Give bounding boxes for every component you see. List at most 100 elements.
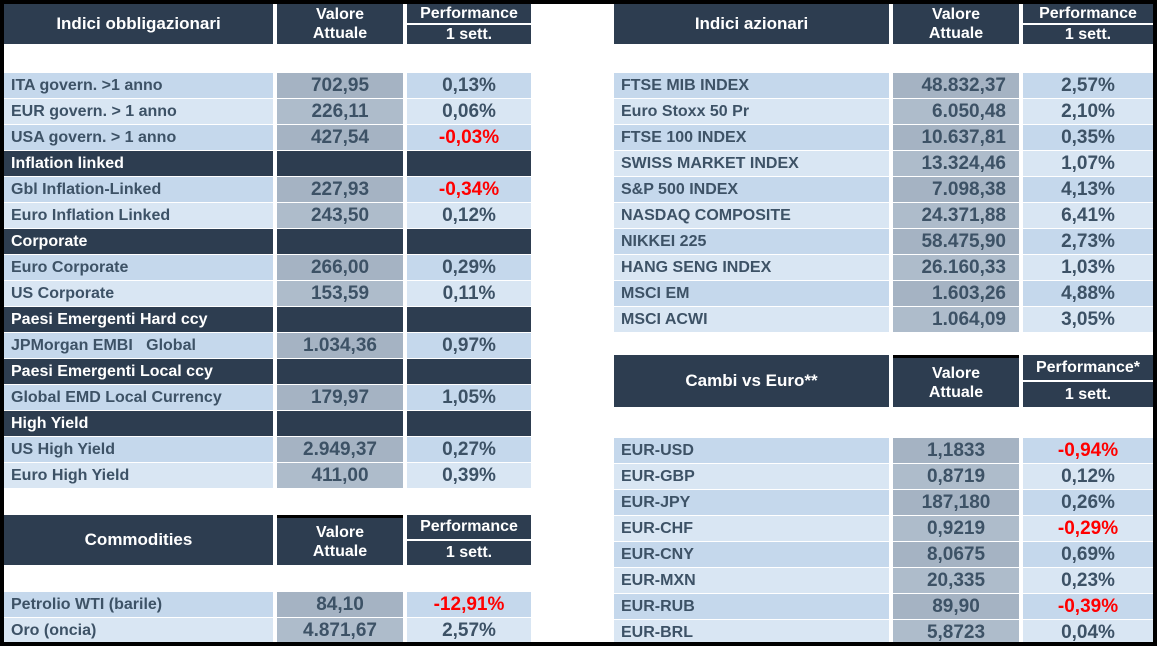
row-label: EUR-BRL <box>614 620 889 645</box>
section-label: Paesi Emergenti Local ccy <box>4 359 273 384</box>
row-label: FTSE 100 INDEX <box>614 125 889 150</box>
row-value: 2.949,37 <box>277 437 403 462</box>
section-label: Inflation linked <box>4 151 273 176</box>
row-label: Euro Inflation Linked <box>4 203 273 228</box>
bonds-header: Indici obbligazionari Valore Attuale Per… <box>4 4 531 44</box>
row-value: 5,8723 <box>893 620 1019 645</box>
row-performance: 2,73% <box>1023 229 1153 254</box>
row-value: 4.871,67 <box>277 618 403 643</box>
section-fill-performance <box>407 229 531 254</box>
table-title: Indici obbligazionari <box>4 4 273 44</box>
row-value: 84,10 <box>277 592 403 617</box>
section-fill-performance <box>407 151 531 176</box>
value-header-line1: Valore <box>315 6 365 23</box>
row-value: 702,95 <box>277 73 403 98</box>
row-performance: 0,11% <box>407 281 531 306</box>
section-row: Inflation linked <box>4 151 531 176</box>
section-fill-value <box>277 307 403 332</box>
row-label: Global EMD Local Currency <box>4 385 273 410</box>
value-header-line1: Valore <box>315 523 365 541</box>
performance-header-period: 1 sett. <box>445 544 493 561</box>
row-label: ITA govern. >1 anno <box>4 73 273 98</box>
row-value: 1,1833 <box>893 438 1019 463</box>
spacer <box>614 44 1153 73</box>
table-row: FTSE MIB INDEX 48.832,37 2,57% <box>614 73 1153 98</box>
table-row: MSCI EM 1.603,26 4,88% <box>614 281 1153 306</box>
section-label: High Yield <box>4 411 273 436</box>
table-row: Gbl Inflation-Linked 227,93 -0,34% <box>4 177 531 202</box>
section-row: Corporate <box>4 229 531 254</box>
row-value: 0,8719 <box>893 464 1019 489</box>
commodities-rows: Petrolio WTI (barile) 84,10 -12,91% Oro (on… <box>4 592 531 643</box>
row-value: 10.637,81 <box>893 125 1019 150</box>
table-row: NIKKEI 225 58.475,90 2,73% <box>614 229 1153 254</box>
row-label: S&P 500 INDEX <box>614 177 889 202</box>
value-column-header: Valore Attuale <box>277 4 403 44</box>
row-value: 427,54 <box>277 125 403 150</box>
row-value: 1.034,36 <box>277 333 403 358</box>
row-performance: 2,10% <box>1023 99 1153 124</box>
row-label: US Corporate <box>4 281 273 306</box>
table-row: Petrolio WTI (barile) 84,10 -12,91% <box>4 592 531 617</box>
bonds-rows: ITA govern. >1 anno 702,95 0,13% EUR govern… <box>4 73 531 488</box>
value-header-line2: Attuale <box>928 25 984 42</box>
performance-column-header: Performance 1 sett. <box>407 4 531 44</box>
row-performance: 0,27% <box>407 437 531 462</box>
fx-table: Cambi vs Euro** Valore Attuale Performan… <box>614 355 1153 646</box>
table-row: Euro High Yield 411,00 0,39% <box>4 463 531 488</box>
section-fill-value <box>277 359 403 384</box>
performance-header-period: 1 sett. <box>445 25 493 43</box>
row-label: MSCI EM <box>614 281 889 306</box>
row-performance: -0,34% <box>407 177 531 202</box>
row-label: HANG SENG INDEX <box>614 255 889 280</box>
table-title: Commodities <box>4 515 273 565</box>
row-value: 6.050,48 <box>893 99 1019 124</box>
row-performance: -0,29% <box>1023 516 1153 541</box>
row-label: EUR-MXN <box>614 568 889 593</box>
value-column-header: Valore Attuale <box>893 355 1019 407</box>
row-label: Euro Stoxx 50 Pr <box>614 99 889 124</box>
bonds-table: Indici obbligazionari Valore Attuale Per… <box>4 4 531 489</box>
commodities-header: Commodities Valore Attuale Performance 1… <box>4 515 531 565</box>
section-row: High Yield <box>4 411 531 436</box>
value-header-line1: Valore <box>931 6 981 23</box>
section-label: Paesi Emergenti Hard ccy <box>4 307 273 332</box>
row-performance: -12,91% <box>407 592 531 617</box>
performance-column-header: Performance 1 sett. <box>1023 4 1153 44</box>
spacer <box>4 565 531 592</box>
row-value: 8,0675 <box>893 542 1019 567</box>
row-label: EUR-CNY <box>614 542 889 567</box>
table-row: US Corporate 153,59 0,11% <box>4 281 531 306</box>
section-fill-value <box>277 229 403 254</box>
row-value: 1.064,09 <box>893 307 1019 332</box>
row-performance: 4,88% <box>1023 281 1153 306</box>
spacer <box>614 407 1153 438</box>
row-performance: 3,05% <box>1023 307 1153 332</box>
section-row: Paesi Emergenti Hard ccy <box>4 307 531 332</box>
row-value: 89,90 <box>893 594 1019 619</box>
row-value: 411,00 <box>277 463 403 488</box>
row-value: 24.371,88 <box>893 203 1019 228</box>
table-row: EUR-RUB 89,90 -0,39% <box>614 594 1153 619</box>
row-label: Petrolio WTI (barile) <box>4 592 273 617</box>
row-value: 187,180 <box>893 490 1019 515</box>
table-row: US High Yield 2.949,37 0,27% <box>4 437 531 462</box>
table-row: Euro Stoxx 50 Pr 6.050,48 2,10% <box>614 99 1153 124</box>
row-label: MSCI ACWI <box>614 307 889 332</box>
row-label: EUR govern. > 1 anno <box>4 99 273 124</box>
table-row: EUR-BRL 5,8723 0,04% <box>614 620 1153 645</box>
table-row: EUR-CNY 8,0675 0,69% <box>614 542 1153 567</box>
value-header-line2: Attuale <box>312 25 368 42</box>
section-label: Corporate <box>4 229 273 254</box>
row-value: 1.603,26 <box>893 281 1019 306</box>
row-label: Oro (oncia) <box>4 618 273 643</box>
row-label: JPMorgan EMBI Global <box>4 333 273 358</box>
row-performance: 0,97% <box>407 333 531 358</box>
row-label: US High Yield <box>4 437 273 462</box>
row-performance: -0,39% <box>1023 594 1153 619</box>
section-fill-performance <box>407 359 531 384</box>
row-performance: 4,13% <box>1023 177 1153 202</box>
row-label: NASDAQ COMPOSITE <box>614 203 889 228</box>
row-performance: -0,03% <box>407 125 531 150</box>
table-row: EUR govern. > 1 anno 226,11 0,06% <box>4 99 531 124</box>
